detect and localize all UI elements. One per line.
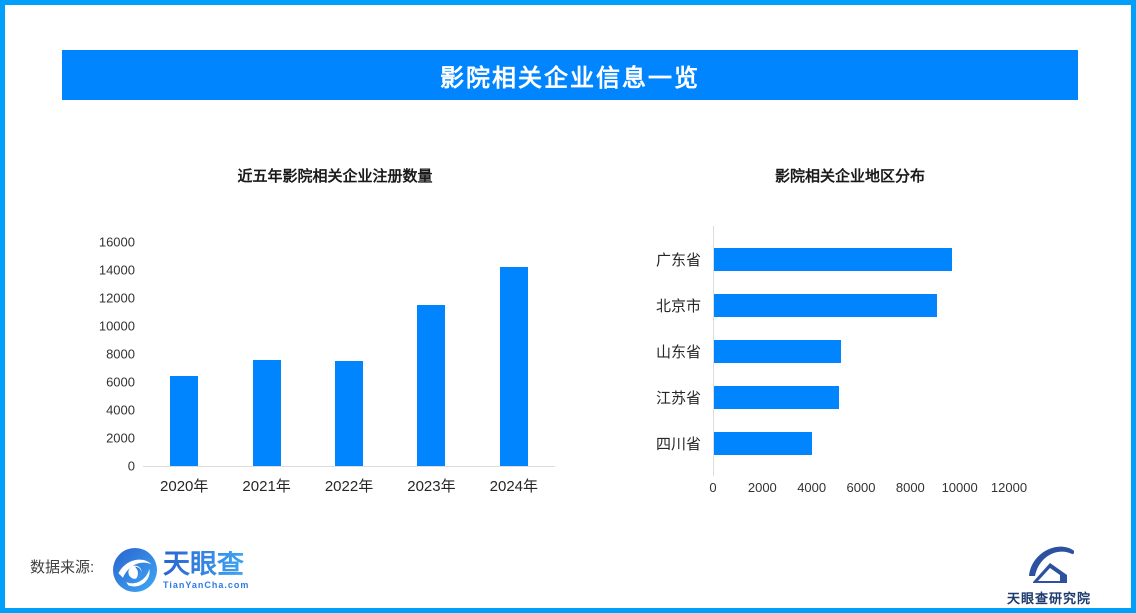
tianyancha-name: 天眼查 bbox=[163, 550, 249, 578]
y-tick-label: 0 bbox=[127, 458, 135, 474]
y-tick-label: 10000 bbox=[98, 318, 135, 334]
x-category-label: 2021年 bbox=[242, 478, 291, 495]
region-label: 山东省 bbox=[655, 343, 701, 361]
x-category-label: 2022年 bbox=[324, 478, 374, 495]
h-axis-line bbox=[713, 226, 714, 476]
bar-row bbox=[713, 374, 1009, 420]
research-institute-logo: 天眼查研究院 bbox=[1007, 538, 1091, 607]
tianyancha-eye-icon bbox=[113, 548, 157, 592]
page-title: 影院相关企业信息一览 bbox=[440, 64, 700, 92]
y-tick-label: 2000 bbox=[106, 430, 135, 446]
bar-广东省 bbox=[713, 247, 953, 271]
v-plot bbox=[143, 242, 555, 467]
v-y-labels: 0 2000 4000 6000 8000 10000 12000 14000 16000 bbox=[85, 235, 143, 474]
h-category-labels: 广东省北京市山东省江苏省四川省 bbox=[635, 236, 713, 466]
x-tick-label: 4000 bbox=[797, 480, 827, 495]
x-tick-label: 0 bbox=[709, 480, 717, 495]
bar-2021年 bbox=[252, 359, 281, 466]
bar-2024年 bbox=[499, 267, 528, 466]
h-plot bbox=[713, 226, 1009, 476]
y-tick-label: 16000 bbox=[98, 234, 135, 250]
tianyancha-wordmark: 天眼查 TianYanCha.com bbox=[163, 550, 250, 590]
y-tick-label: 4000 bbox=[106, 402, 135, 418]
bar-row bbox=[713, 282, 1009, 328]
bar-北京市 bbox=[713, 293, 938, 317]
x-tick-label: 2000 bbox=[747, 480, 777, 495]
v-categories: 2020年 2021年 2022年 2023年 2024年 bbox=[143, 475, 555, 496]
research-institute-icon bbox=[1028, 546, 1075, 583]
x-category-label: 2024年 bbox=[489, 478, 539, 495]
x-category-label: 2020年 bbox=[160, 478, 209, 495]
h-x-ticks: 0 2000 4000 6000 8000 10000 12000 bbox=[709, 480, 1027, 496]
y-tick-label: 8000 bbox=[106, 346, 135, 362]
regions-chart: 影院相关企业地区分布 广东省北京市山东省江苏省四川省 0 2000 4000 6000… bbox=[635, 155, 1065, 496]
bar-row bbox=[713, 236, 1009, 282]
region-label: 江苏省 bbox=[655, 389, 701, 407]
bar-row bbox=[713, 328, 1009, 374]
region-label: 四川省 bbox=[655, 435, 701, 453]
bar-2020年 bbox=[170, 376, 199, 466]
bar-row bbox=[713, 420, 1009, 466]
bar-2022年 bbox=[334, 361, 363, 466]
tianyancha-logo: 天眼查 TianYanCha.com bbox=[113, 548, 249, 592]
regions-chart-title: 影院相关企业地区分布 bbox=[774, 168, 925, 185]
y-tick-label: 6000 bbox=[106, 374, 135, 390]
y-tick-label: 12000 bbox=[98, 290, 135, 306]
x-tick-label: 8000 bbox=[895, 480, 925, 495]
region-label: 广东省 bbox=[655, 251, 701, 269]
registrations-chart: 近五年影院相关企业注册数量 0 2000 4000 6000 8000 10000 1200… bbox=[85, 155, 555, 496]
regions-chart-body: 广东省北京市山东省江苏省四川省 bbox=[635, 226, 1065, 476]
registrations-chart-title: 近五年影院相关企业注册数量 bbox=[237, 168, 433, 185]
x-tick-label: 10000 bbox=[941, 480, 978, 495]
x-tick-label: 6000 bbox=[846, 480, 876, 495]
research-institute-name: 天眼查研究院 bbox=[1006, 591, 1091, 606]
page-title-banner: 影院相关企业信息一览 bbox=[62, 50, 1078, 100]
data-source-label: 数据来源: bbox=[30, 559, 95, 576]
x-category-label: 2023年 bbox=[407, 478, 456, 495]
tianyancha-domain: TianYanCha.com bbox=[163, 579, 250, 590]
x-tick-label: 12000 bbox=[990, 480, 1028, 495]
registrations-chart-body: 0 2000 4000 6000 8000 10000 12000 14000 16000 bbox=[85, 235, 555, 474]
region-label: 北京市 bbox=[655, 297, 701, 315]
bar-山东省 bbox=[713, 339, 842, 363]
bar-江苏省 bbox=[713, 385, 839, 409]
bar-四川省 bbox=[713, 431, 812, 455]
y-tick-label: 14000 bbox=[98, 262, 135, 278]
bar-2023年 bbox=[417, 305, 446, 466]
